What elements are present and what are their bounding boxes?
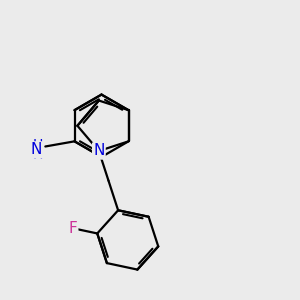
Text: H: H xyxy=(32,148,43,162)
Text: N: N xyxy=(93,143,104,158)
Text: H: H xyxy=(32,138,43,152)
Text: F: F xyxy=(68,221,77,236)
Text: N: N xyxy=(31,142,42,158)
